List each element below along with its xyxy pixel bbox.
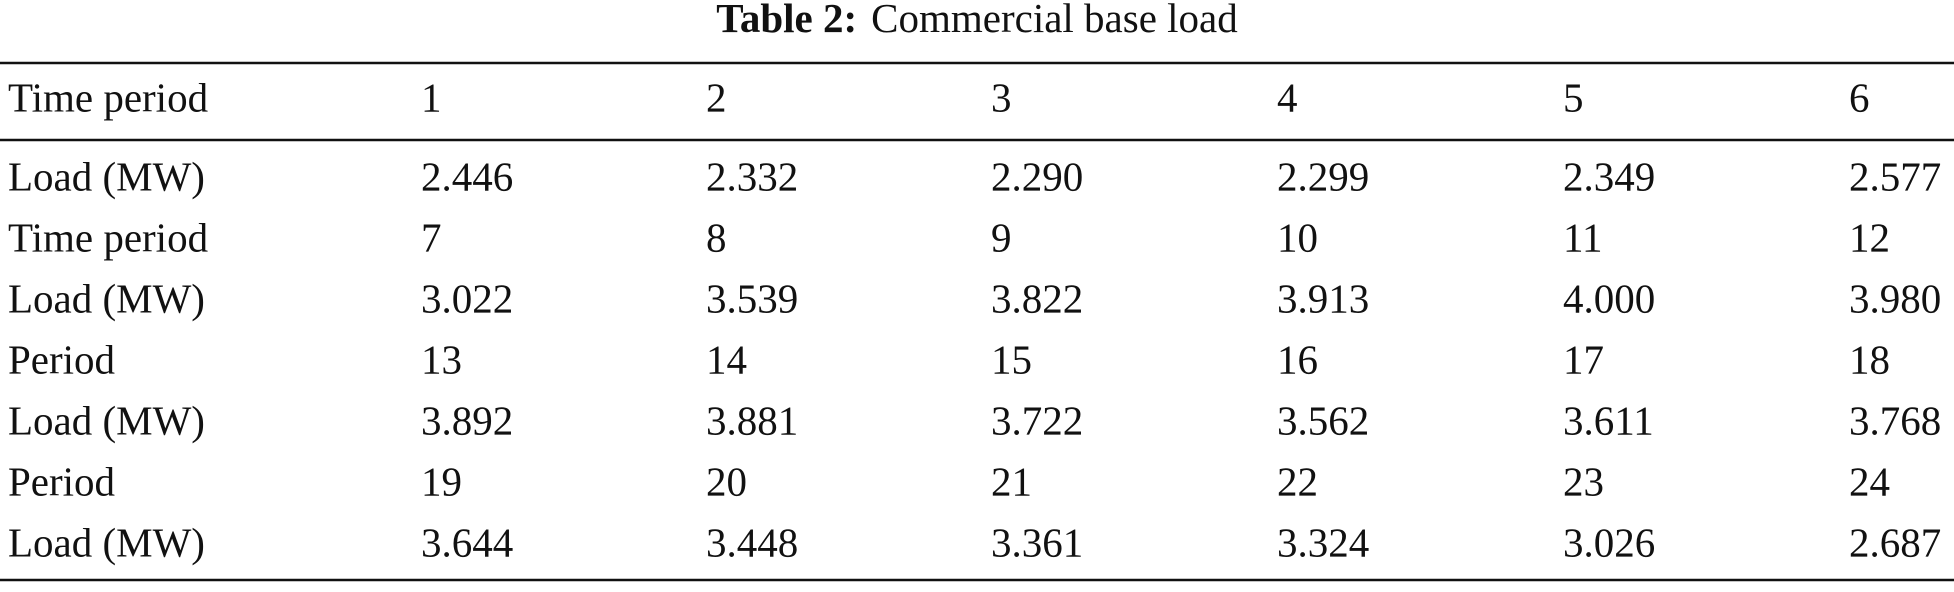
cell: 11 bbox=[1563, 214, 1602, 260]
cell: 3.539 bbox=[706, 275, 798, 321]
cell: 24 bbox=[1849, 458, 1890, 504]
cell: 3.892 bbox=[421, 397, 513, 443]
cell: 3.822 bbox=[991, 275, 1083, 321]
cell: 3.644 bbox=[421, 519, 513, 565]
caption-text: Commercial base load bbox=[871, 0, 1238, 41]
cell: 20 bbox=[706, 458, 747, 504]
cell: 21 bbox=[991, 458, 1032, 504]
header-cell: 2 bbox=[706, 74, 727, 120]
cell: 2.687 bbox=[1849, 519, 1941, 565]
cell: 3.611 bbox=[1563, 397, 1654, 443]
cell: 3.448 bbox=[706, 519, 798, 565]
cell: 14 bbox=[706, 336, 747, 382]
row-label: Load (MW) bbox=[8, 153, 205, 199]
row-label: Load (MW) bbox=[8, 519, 205, 565]
header-cell: 6 bbox=[1849, 74, 1870, 120]
cell: 2.349 bbox=[1563, 153, 1655, 199]
cell: 22 bbox=[1277, 458, 1318, 504]
cell: 10 bbox=[1277, 214, 1318, 260]
cell: 3.022 bbox=[421, 275, 513, 321]
cell: 2.299 bbox=[1277, 153, 1369, 199]
cell: 3.562 bbox=[1277, 397, 1369, 443]
row-label: Load (MW) bbox=[8, 397, 205, 443]
cell: 3.361 bbox=[991, 519, 1083, 565]
cell: 12 bbox=[1849, 214, 1890, 260]
cell: 3.722 bbox=[991, 397, 1083, 443]
cell: 18 bbox=[1849, 336, 1890, 382]
caption-label: Table 2: bbox=[716, 0, 857, 41]
cell: 3.026 bbox=[1563, 519, 1655, 565]
row-label: Time period bbox=[8, 214, 208, 260]
cell: 7 bbox=[421, 214, 442, 260]
cell: 16 bbox=[1277, 336, 1318, 382]
header-cell: 4 bbox=[1277, 74, 1298, 120]
cell: 19 bbox=[421, 458, 462, 504]
header-cell: 3 bbox=[991, 74, 1012, 120]
row-label: Load (MW) bbox=[8, 275, 205, 321]
row-label: Period bbox=[8, 458, 115, 504]
cell: 2.446 bbox=[421, 153, 513, 199]
cell: 2.577 bbox=[1849, 153, 1941, 199]
cell: 3.913 bbox=[1277, 275, 1369, 321]
header-cell: 5 bbox=[1563, 74, 1584, 120]
row-label: Time period bbox=[8, 74, 208, 120]
cell: 2.332 bbox=[706, 153, 798, 199]
cell: 3.881 bbox=[706, 397, 798, 443]
cell: 4.000 bbox=[1563, 275, 1655, 321]
cell: 3.980 bbox=[1849, 275, 1941, 321]
table-caption: Table 2: Commercial base load bbox=[716, 0, 1238, 41]
cell: 13 bbox=[421, 336, 462, 382]
header-cell: 1 bbox=[421, 74, 442, 120]
cell: 9 bbox=[991, 214, 1012, 260]
cell: 23 bbox=[1563, 458, 1604, 504]
row-label: Period bbox=[8, 336, 115, 382]
cell: 15 bbox=[991, 336, 1032, 382]
cell: 3.768 bbox=[1849, 397, 1941, 443]
cell: 17 bbox=[1563, 336, 1604, 382]
cell: 2.290 bbox=[991, 153, 1083, 199]
cell: 3.324 bbox=[1277, 519, 1369, 565]
cell: 8 bbox=[706, 214, 727, 260]
